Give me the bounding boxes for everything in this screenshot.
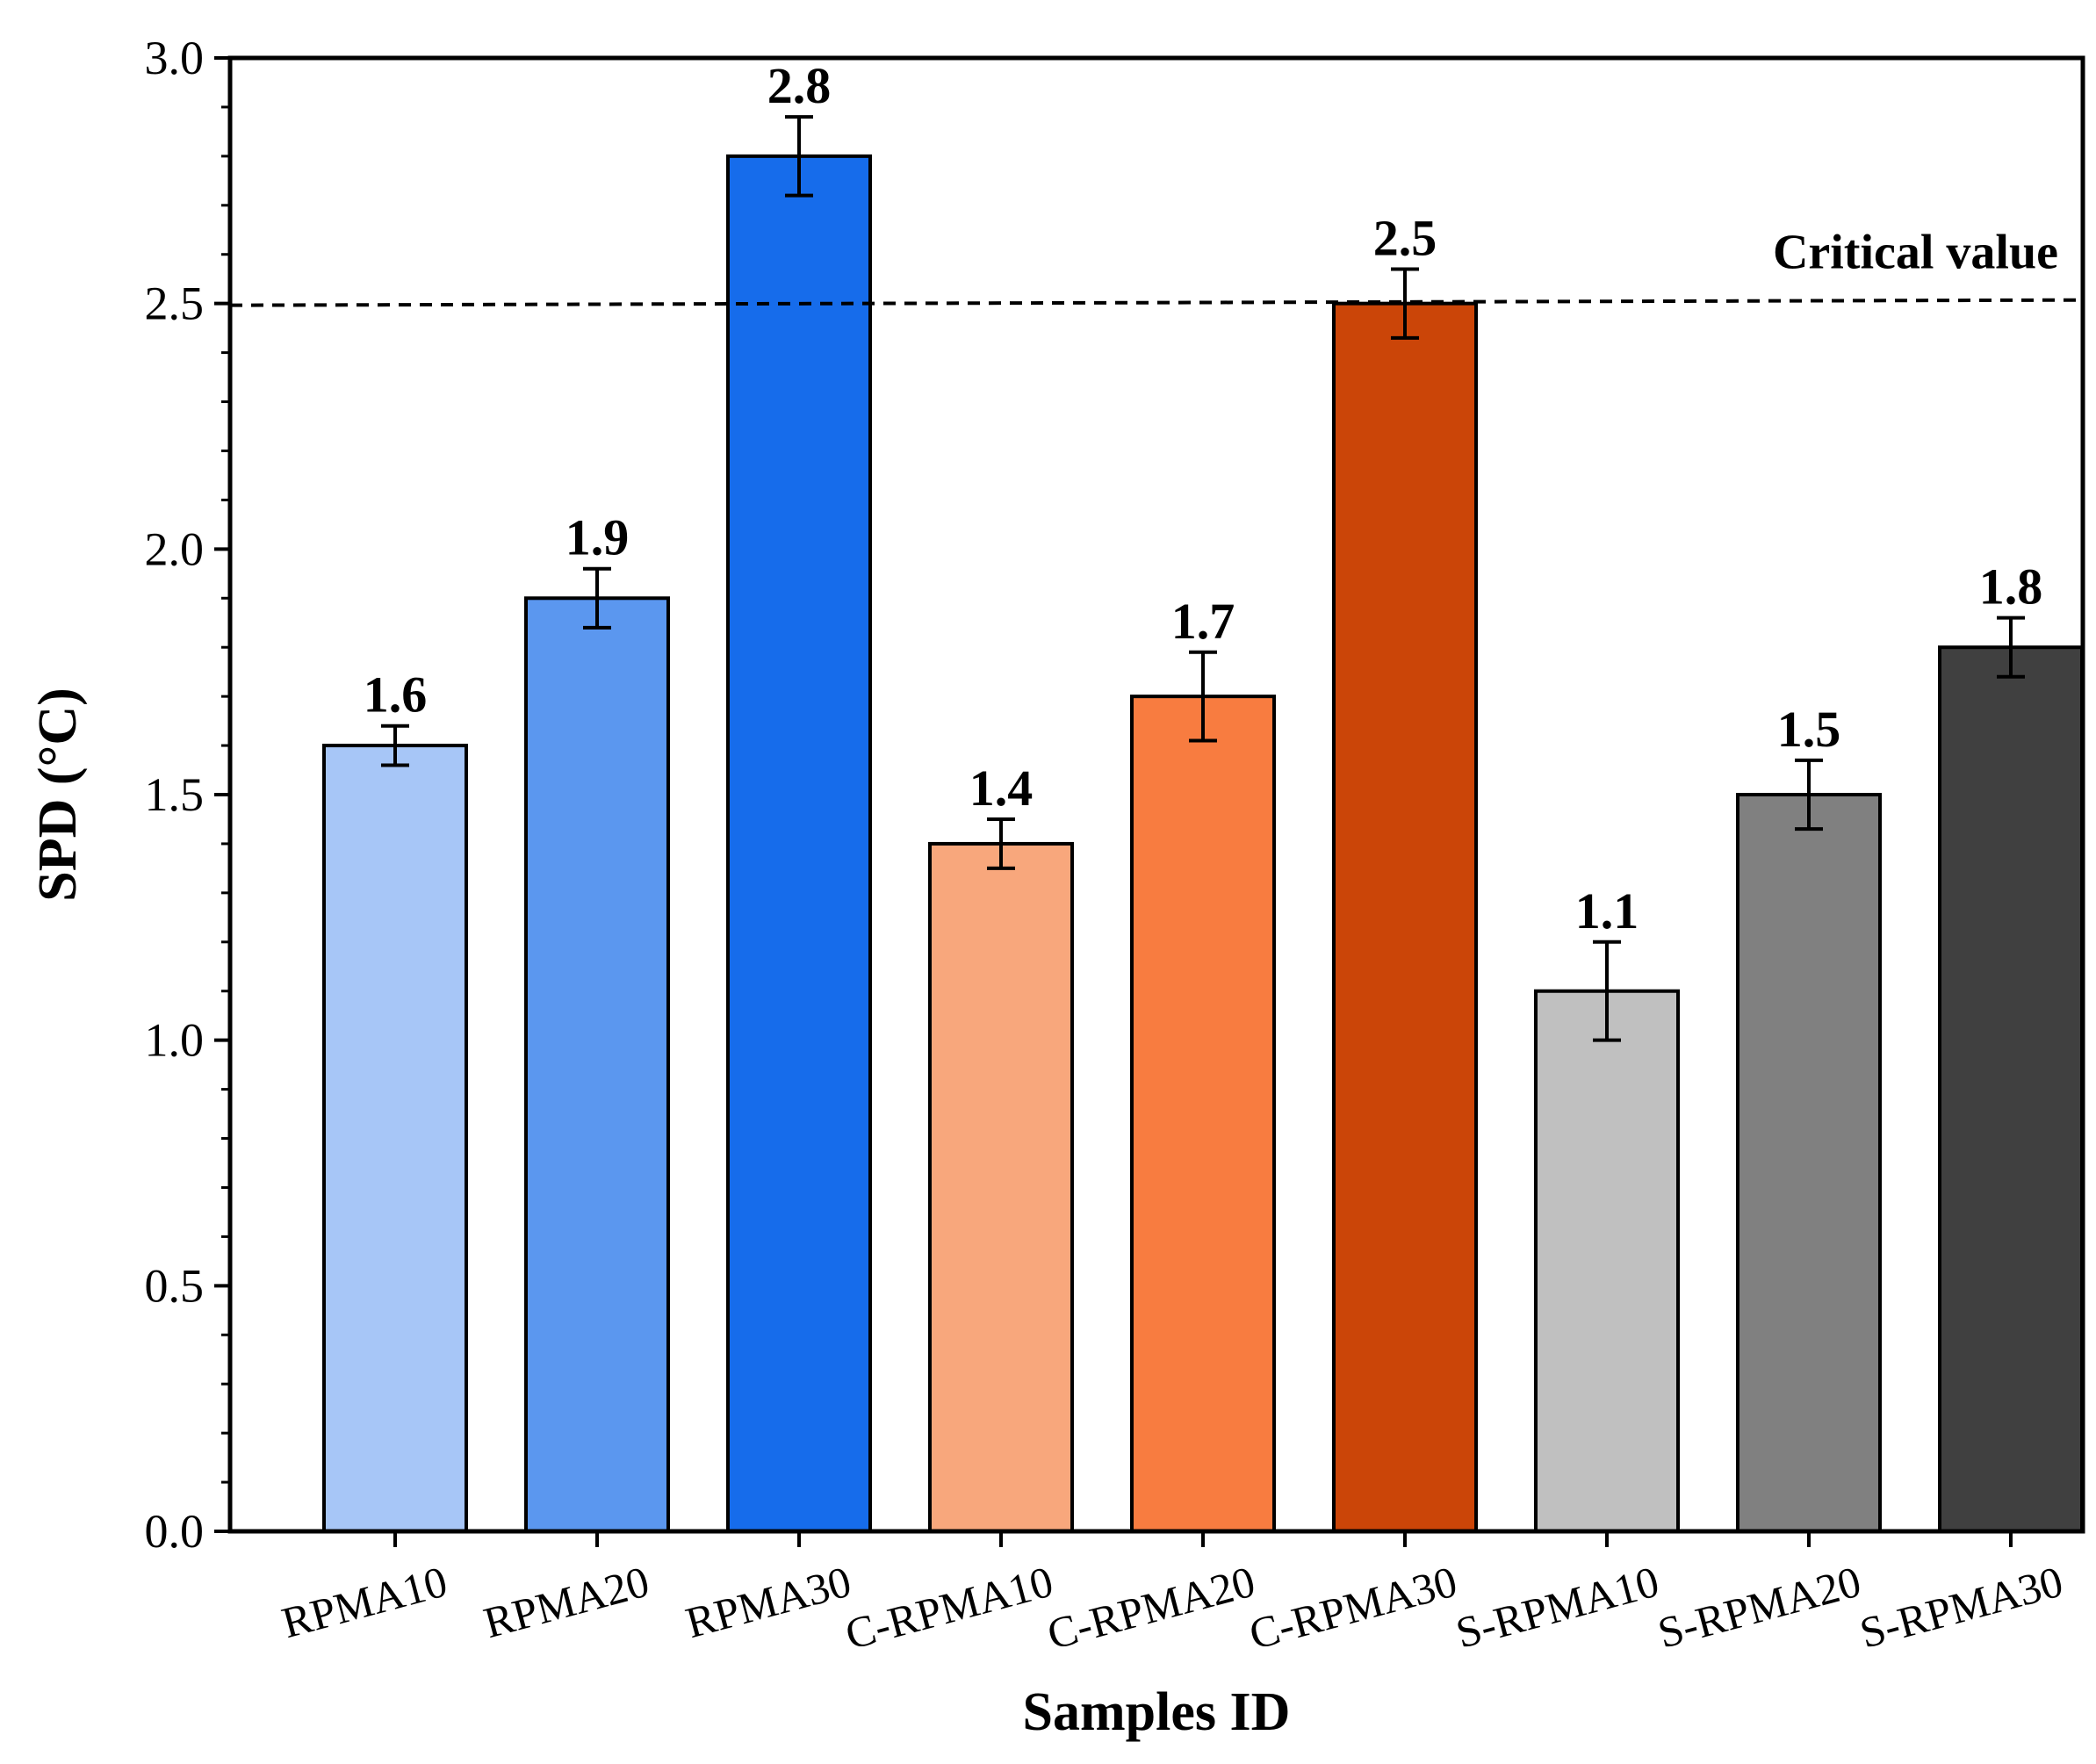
y-tick-label: 0.5 xyxy=(145,1259,205,1312)
y-tick-label: 0.0 xyxy=(145,1505,205,1558)
value-label: 1.1 xyxy=(1575,882,1639,940)
bar-c-rpma20 xyxy=(1130,695,1276,1533)
y-axis-title: SPD (°C) xyxy=(28,688,88,902)
bar-rpma20 xyxy=(524,596,670,1533)
x-tick-label: C-RPMA30 xyxy=(1244,1557,1462,1660)
bar-s-rpma20 xyxy=(1736,793,1882,1533)
value-label: 1.5 xyxy=(1777,701,1841,758)
bar-s-rpma30 xyxy=(1938,645,2084,1533)
critical-value-label: Critical value xyxy=(1773,226,2058,280)
x-tick-label: S-RPMA10 xyxy=(1451,1557,1664,1658)
plot-frame xyxy=(227,55,2085,1534)
x-tick-label: RPMA10 xyxy=(277,1557,452,1648)
error-bars xyxy=(381,115,2025,1042)
y-axis-ticks: 0.0 0.5 1.0 1.5 2.0 2.5 3.0 xyxy=(145,32,230,1558)
y-tick-label: 3.0 xyxy=(145,32,205,84)
x-axis-title: Samples ID xyxy=(1023,1682,1291,1742)
x-tick-label: S-RPMA30 xyxy=(1855,1557,2068,1658)
value-label: 1.6 xyxy=(364,666,428,724)
value-label: 1.7 xyxy=(1171,593,1235,650)
value-label: 1.9 xyxy=(565,509,630,566)
x-tick-label: C-RPMA20 xyxy=(1042,1557,1260,1660)
bar-c-rpma10 xyxy=(928,841,1074,1533)
x-tick-label: S-RPMA20 xyxy=(1653,1557,1866,1658)
bar-rpma10 xyxy=(322,744,468,1533)
x-tick-label: RPMA20 xyxy=(479,1557,654,1648)
bar-c-rpma30 xyxy=(1332,301,1478,1534)
value-label: 2.8 xyxy=(767,57,832,114)
x-tick-label: RPMA30 xyxy=(681,1557,856,1648)
value-labels: 1.6 1.9 2.8 1.4 1.7 2.5 1.1 1.5 1.8 xyxy=(364,57,2043,940)
y-tick-label: 1.0 xyxy=(145,1014,205,1067)
y-tick-label: 1.5 xyxy=(145,768,205,821)
value-label: 2.5 xyxy=(1373,210,1437,267)
y-tick-label: 2.5 xyxy=(145,277,205,330)
value-label: 1.4 xyxy=(969,760,1034,817)
bar-rpma30 xyxy=(726,154,872,1533)
critical-value-line xyxy=(229,298,2084,307)
bar-s-rpma10 xyxy=(1534,989,1680,1533)
x-axis-category-labels: RPMA10 RPMA20 RPMA30C-RPMA10C-RPMA20C-RPMA… xyxy=(277,1531,2068,1659)
bars xyxy=(322,154,2084,1534)
x-tick-label: C-RPMA10 xyxy=(840,1557,1058,1660)
y-tick-label: 2.0 xyxy=(145,522,205,575)
value-label: 1.8 xyxy=(1979,558,2043,616)
critical-value-line-group: Critical value xyxy=(229,226,2084,307)
